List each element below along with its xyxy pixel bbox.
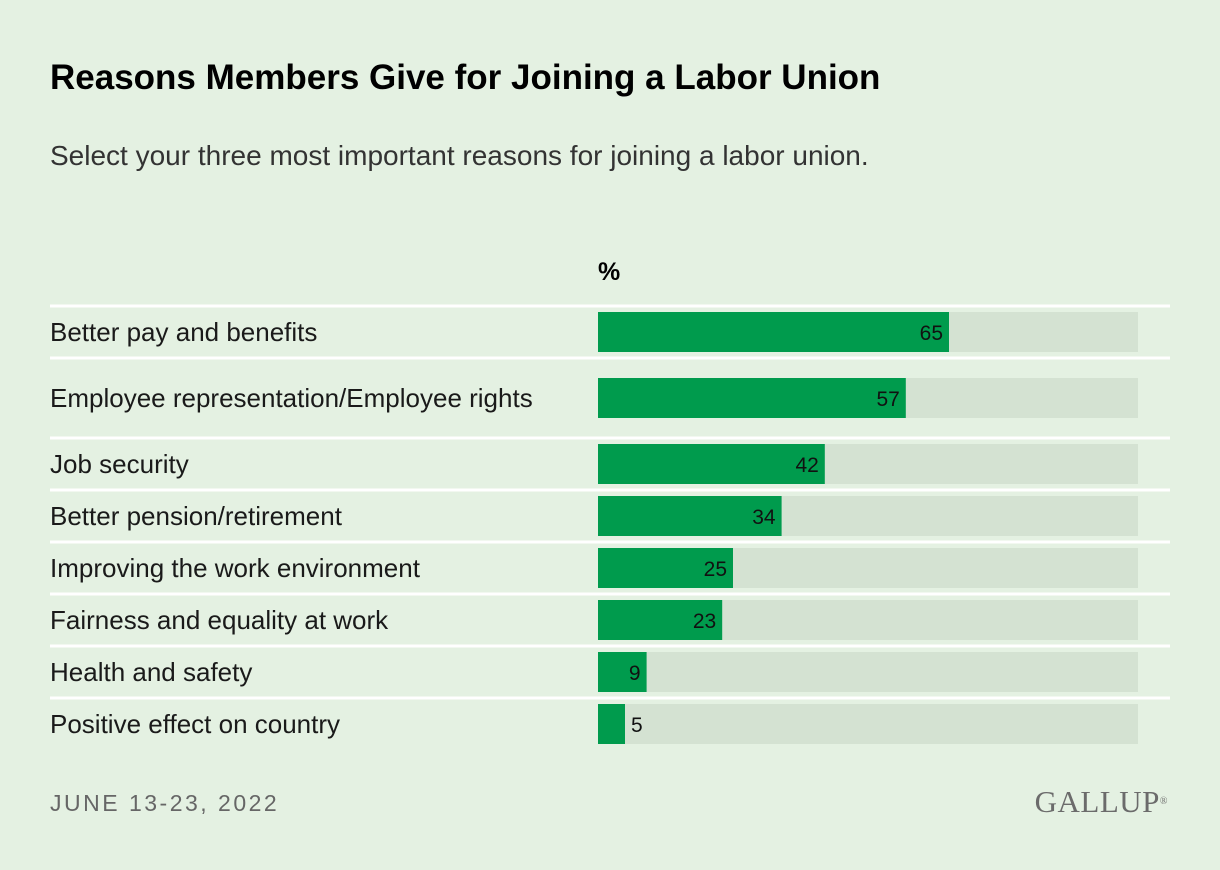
row-separator [50, 644, 1170, 648]
gallup-logo: GALLUP® [1035, 784, 1168, 820]
logo-text: GALLUP [1034, 784, 1160, 819]
bar [598, 444, 825, 484]
bar-track [598, 652, 1138, 692]
category-label: Positive effect on country [50, 709, 340, 739]
bar [598, 548, 733, 588]
bar [598, 312, 949, 352]
category-label: Job security [50, 449, 189, 479]
row-separator [50, 540, 1170, 544]
bar-value-label: 65 [920, 322, 943, 345]
bar [598, 378, 906, 418]
chart-subtitle: Select your three most important reasons… [50, 140, 869, 171]
survey-date: JUNE 13-23, 2022 [50, 790, 280, 816]
chart-title: Reasons Members Give for Joining a Labor… [50, 58, 881, 97]
bar [598, 496, 782, 536]
category-label: Employee representation/Employee rights [50, 383, 533, 413]
row-separator [50, 356, 1170, 360]
bar-value-label: 25 [704, 558, 727, 581]
bar-value-label: 5 [631, 714, 643, 737]
bar-value-label: 9 [629, 662, 641, 685]
row-separator [50, 436, 1170, 440]
bar [598, 652, 647, 692]
bar [598, 600, 723, 640]
row-separator [50, 488, 1170, 492]
category-label: Better pay and benefits [50, 317, 317, 347]
category-label: Better pension/retirement [50, 501, 343, 531]
row-separator [50, 696, 1170, 700]
bar-value-label: 57 [876, 388, 899, 411]
row-separator [50, 304, 1170, 308]
registered-mark-icon: ® [1159, 796, 1168, 807]
row-separator [50, 592, 1170, 596]
bar-value-label: 42 [795, 454, 818, 477]
category-label: Improving the work environment [50, 553, 421, 583]
bar-value-label: 34 [752, 506, 776, 529]
unit-label: % [598, 258, 621, 286]
category-label: Health and safety [50, 657, 252, 687]
bar-value-label: 23 [693, 610, 716, 633]
bar-track [598, 704, 1138, 744]
category-label: Fairness and equality at work [50, 605, 389, 635]
bar [598, 704, 625, 744]
